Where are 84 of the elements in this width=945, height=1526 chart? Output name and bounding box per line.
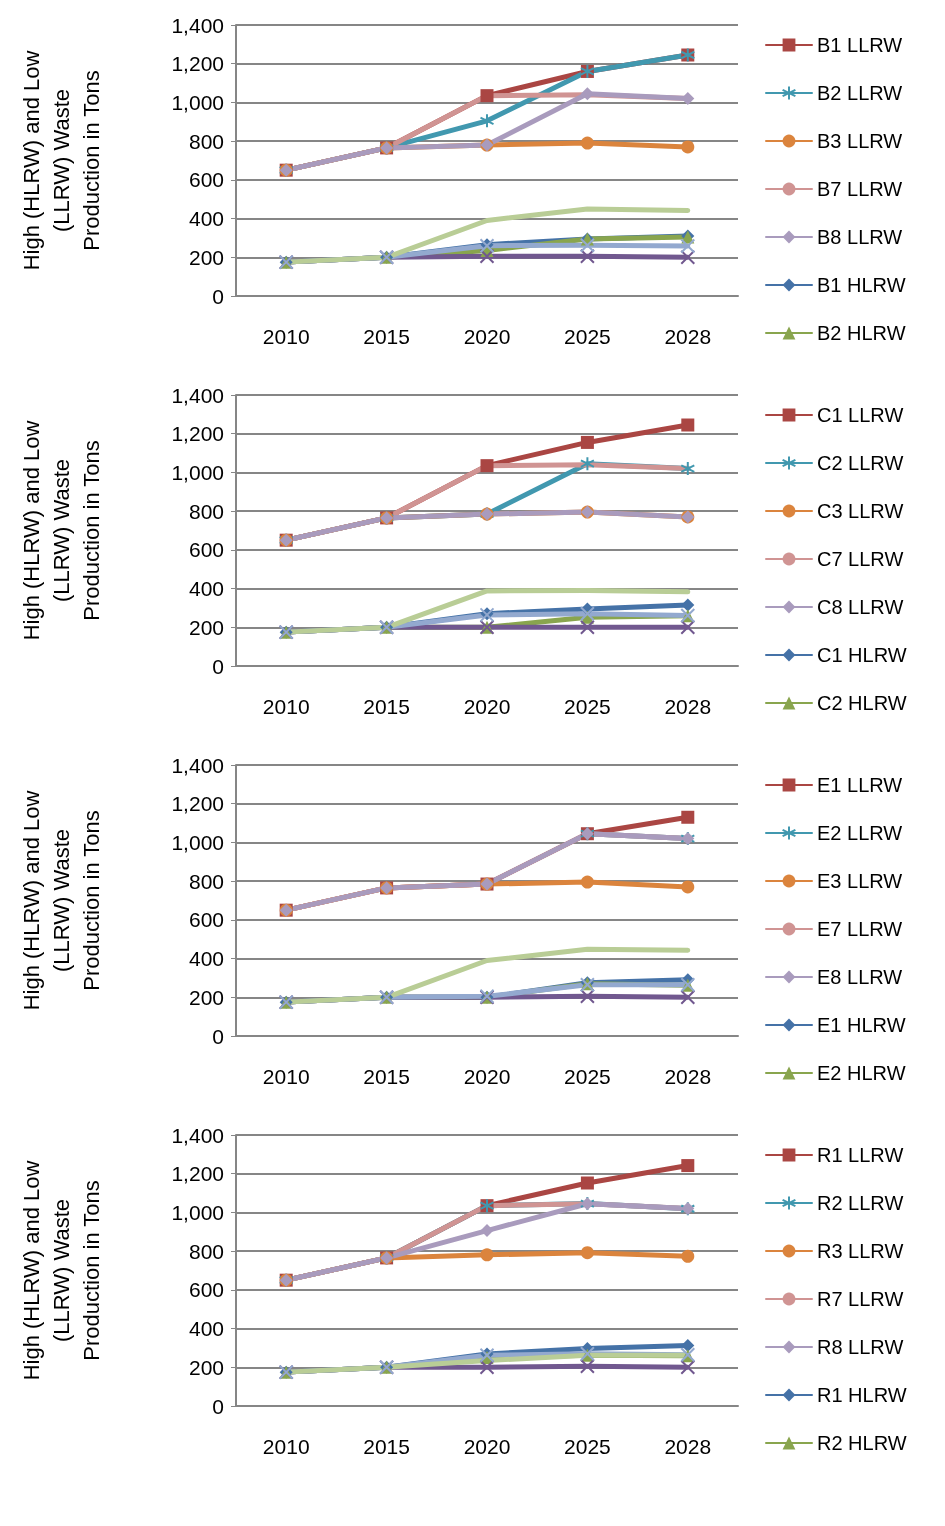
- y-tick-label: 600: [188, 1278, 224, 1302]
- x-tick-label: 2015: [363, 325, 410, 348]
- legend-label: R1 LLRW: [817, 1144, 904, 1166]
- y-tick-label: 1,000: [171, 90, 224, 114]
- legend-label: R2 LLRW: [817, 1192, 904, 1214]
- x-tick-label: 2015: [363, 1435, 410, 1458]
- y-tick-label: 600: [188, 908, 224, 932]
- y-axis-title: High (HLRW) and Low (LLRW) Waste Production in Tons: [18, 790, 104, 1011]
- y-tick-label: 1,200: [171, 422, 224, 446]
- legend-label: R7 LLRW: [817, 1288, 904, 1310]
- x-tick-label: 2020: [463, 1065, 511, 1088]
- legend-label: B1 LLRW: [817, 34, 903, 56]
- legend-label: C1 HLRW: [817, 644, 907, 666]
- y-tick-label: 200: [188, 985, 224, 1009]
- y-axis-title: High (HLRW) and Low (LLRW) Waste Production in Tons: [18, 1160, 104, 1381]
- y-tick-label: 800: [188, 1239, 224, 1263]
- y-tick-label: 1,200: [171, 52, 224, 76]
- x-tick-label: 2010: [262, 325, 310, 348]
- y-tick-label: 0: [212, 284, 224, 308]
- legend-label: E3 LLRW: [817, 870, 903, 892]
- x-tick-label: 2020: [463, 1435, 511, 1458]
- x-tick-label: 2010: [262, 1435, 310, 1458]
- legend-label: B1 HLRW: [817, 274, 906, 296]
- legend-label: B2 HLRW: [817, 322, 906, 344]
- legend-label: R3 LLRW: [817, 1240, 904, 1262]
- legend-label: C8 LLRW: [817, 596, 904, 618]
- legend-label: C2 HLRW: [817, 692, 907, 714]
- legend-label: C1 LLRW: [817, 404, 904, 426]
- x-tick-label: 2015: [363, 695, 410, 718]
- y-tick-label: 200: [188, 615, 224, 639]
- y-tick-label: 800: [188, 129, 224, 153]
- x-tick-label: 2025: [564, 325, 611, 348]
- legend-label: E1 LLRW: [817, 774, 903, 796]
- y-tick-label: 1,000: [171, 460, 224, 484]
- legend-label: E2 HLRW: [817, 1062, 906, 1084]
- x-tick-label: 2010: [262, 695, 310, 718]
- y-tick-label: 800: [188, 869, 224, 893]
- y-tick-label: 400: [188, 577, 224, 601]
- y-tick-label: 1,400: [171, 753, 224, 777]
- x-tick-label: 2015: [363, 1065, 410, 1088]
- legend-label: C2 LLRW: [817, 452, 904, 474]
- x-tick-label: 2028: [664, 325, 712, 348]
- legend-label: B3 LLRW: [817, 130, 903, 152]
- x-tick-label: 2025: [564, 1435, 611, 1458]
- x-tick-label: 2020: [463, 695, 511, 718]
- legend-label: B2 LLRW: [817, 82, 903, 104]
- x-tick-label: 2028: [664, 695, 712, 718]
- x-tick-label: 2025: [564, 1065, 611, 1088]
- y-tick-label: 600: [188, 168, 224, 192]
- y-tick-label: 1,400: [171, 1123, 224, 1147]
- y-tick-label: 200: [188, 1355, 224, 1379]
- y-tick-label: 400: [188, 207, 224, 231]
- y-tick-label: 1,000: [171, 1200, 224, 1224]
- legend-label: C3 LLRW: [817, 500, 904, 522]
- x-tick-label: 2010: [262, 1065, 310, 1088]
- y-tick-label: 1,400: [171, 383, 224, 407]
- legend-label: E7 LLRW: [817, 918, 903, 940]
- legend-label: R1 HLRW: [817, 1384, 907, 1406]
- x-tick-label: 2020: [463, 325, 511, 348]
- y-axis-title: High (HLRW) and Low (LLRW) Waste Production in Tons: [18, 420, 104, 641]
- y-tick-label: 400: [188, 1317, 224, 1341]
- y-tick-label: 200: [188, 245, 224, 269]
- legend-label: B7 LLRW: [817, 178, 903, 200]
- y-tick-label: 0: [212, 1024, 224, 1048]
- legend-label: E8 LLRW: [817, 966, 903, 988]
- y-tick-label: 1,400: [171, 13, 224, 37]
- y-tick-label: 800: [188, 499, 224, 523]
- y-tick-label: 0: [212, 1394, 224, 1418]
- legend-label: R8 LLRW: [817, 1336, 904, 1358]
- y-tick-label: 400: [188, 947, 224, 971]
- y-tick-label: 600: [188, 538, 224, 562]
- legend-label: E2 LLRW: [817, 822, 903, 844]
- y-tick-label: 1,200: [171, 792, 224, 816]
- x-tick-label: 2028: [664, 1435, 712, 1458]
- legend-label: C7 LLRW: [817, 548, 904, 570]
- x-tick-label: 2028: [664, 1065, 712, 1088]
- legend-label: E1 HLRW: [817, 1014, 906, 1036]
- y-tick-label: 1,000: [171, 830, 224, 854]
- legend-label: B8 LLRW: [817, 226, 903, 248]
- y-tick-label: 0: [212, 654, 224, 678]
- y-tick-label: 1,200: [171, 1162, 224, 1186]
- x-tick-label: 2025: [564, 695, 611, 718]
- y-axis-title: High (HLRW) and Low (LLRW) Waste Production in Tons: [18, 50, 104, 271]
- legend-label: R2 HLRW: [817, 1432, 907, 1454]
